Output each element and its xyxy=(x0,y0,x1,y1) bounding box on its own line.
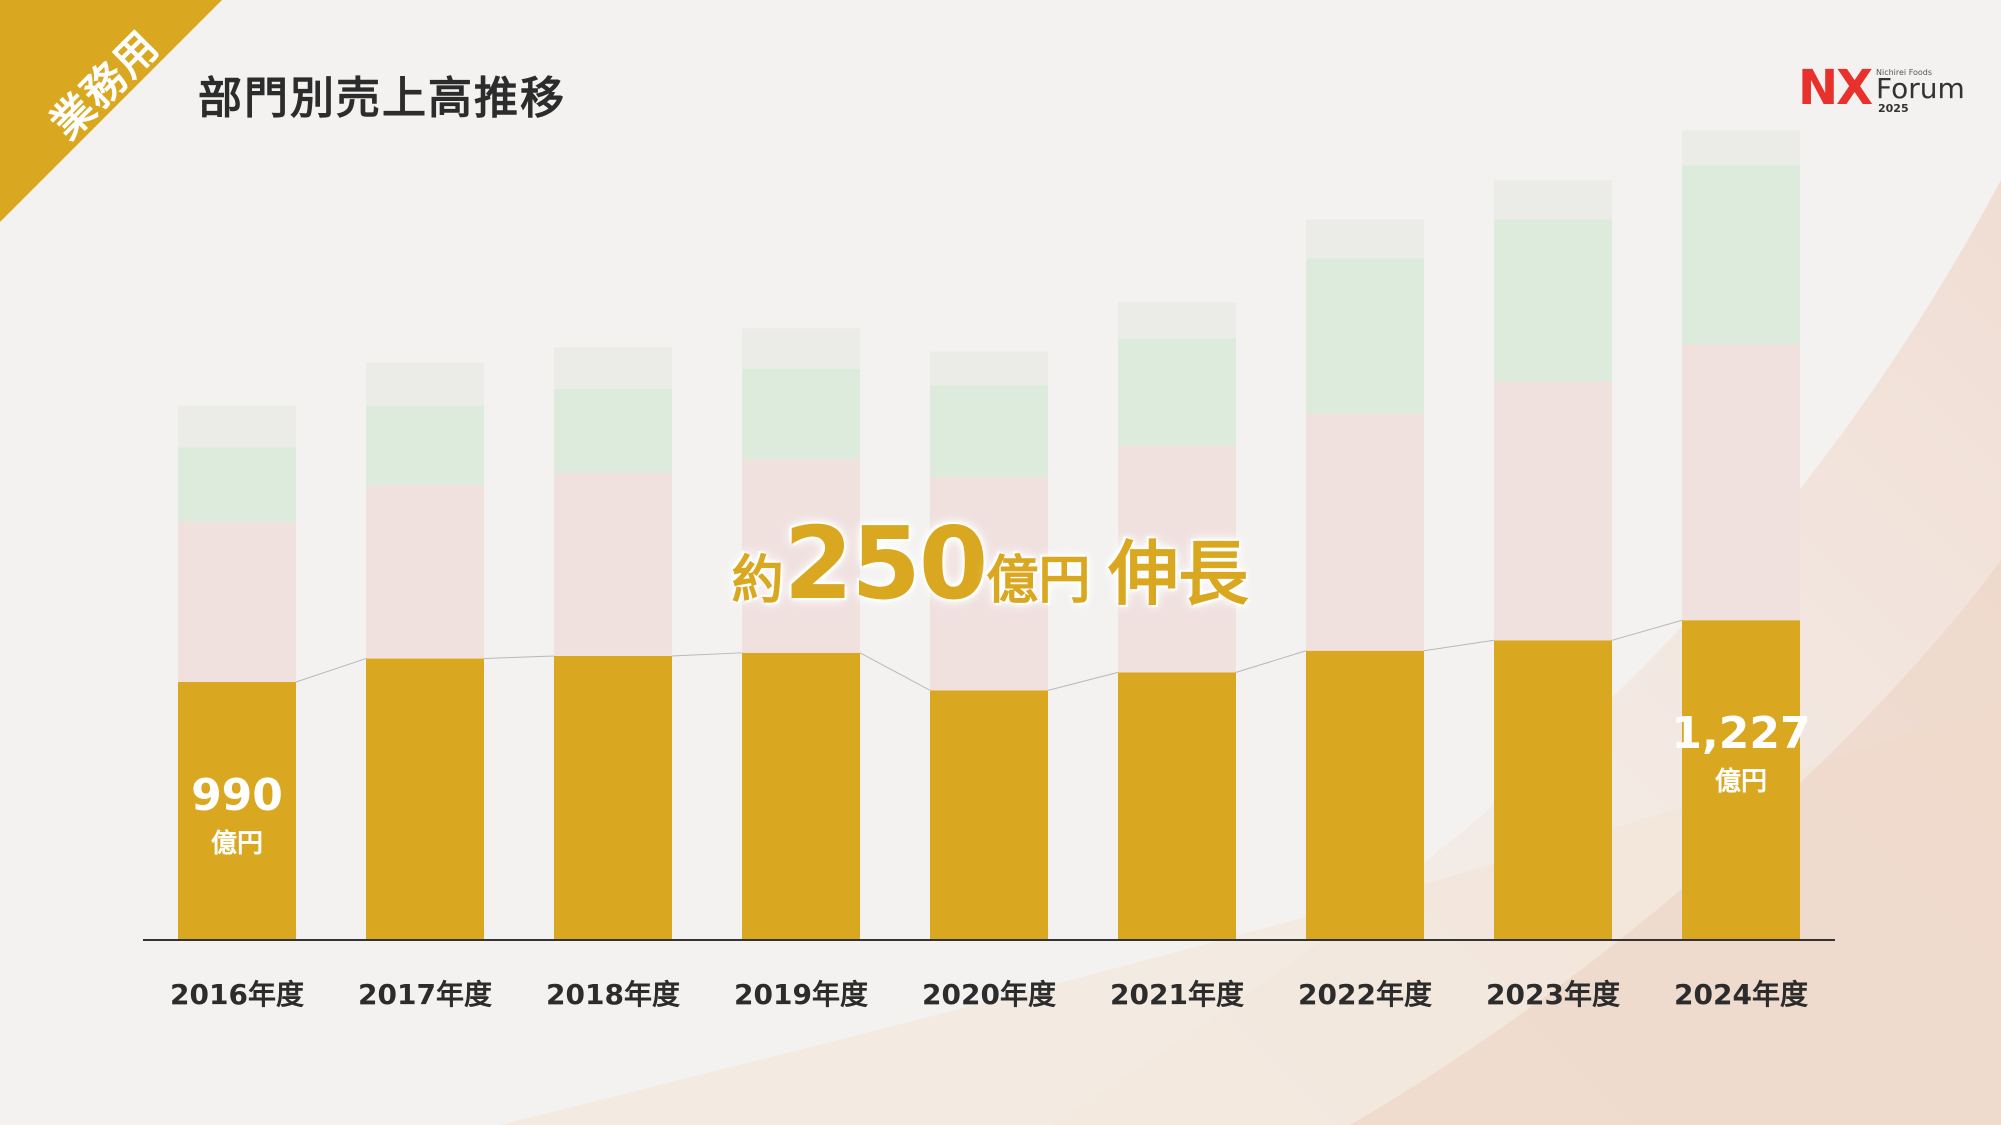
connector-line xyxy=(1047,671,1119,691)
x-tick-label: 2024年度 xyxy=(1674,978,1808,1011)
connector-line xyxy=(483,655,555,660)
data-label-value: 1,227 xyxy=(1671,708,1810,759)
bar-segment-4 xyxy=(930,351,1048,386)
logo-nx: NX xyxy=(1798,60,1873,116)
bar-segment-1 xyxy=(930,690,1048,940)
bar-segment-4 xyxy=(1118,302,1236,339)
bar-segment-1 xyxy=(178,682,296,940)
connector-line xyxy=(859,652,931,691)
bar-segment-2 xyxy=(1118,445,1236,673)
data-label-unit: 億円 xyxy=(1715,767,1767,797)
x-tick-label: 2016年度 xyxy=(170,978,304,1011)
bar-segment-2 xyxy=(366,485,484,659)
bar-segment-4 xyxy=(1494,180,1612,220)
bar-segment-3 xyxy=(1494,219,1612,381)
connector-line xyxy=(1611,619,1683,641)
bar-segment-4 xyxy=(554,347,672,389)
bar-segment-4 xyxy=(366,362,484,406)
connector-line xyxy=(295,658,367,683)
bar-segment-1 xyxy=(742,652,860,940)
nx-forum-logo: NX Nichirei Foods Forum 2025 xyxy=(1798,60,1965,120)
bar-segment-2 xyxy=(1682,343,1800,621)
logo-year: 2025 xyxy=(1878,102,1909,115)
x-tick-label: 2017年度 xyxy=(358,978,492,1011)
bar-segment-2 xyxy=(1494,381,1612,641)
bar-segment-2 xyxy=(1306,413,1424,651)
bar-segment-1 xyxy=(1494,640,1612,940)
growth-suffix: 伸長 xyxy=(1108,533,1249,615)
bar-segment-4 xyxy=(178,405,296,448)
bar-segment-2 xyxy=(742,458,860,653)
bar-segment-3 xyxy=(1306,258,1424,414)
bar-segment-3 xyxy=(178,447,296,522)
x-tick-label: 2018年度 xyxy=(546,978,680,1011)
bar-segment-3 xyxy=(554,388,672,474)
page-title: 部門別売上高推移 xyxy=(198,73,566,124)
growth-number: 250 xyxy=(783,505,989,622)
bar-segment-1 xyxy=(1306,650,1424,940)
logo-nichirei-foods: Nichirei Foods xyxy=(1876,68,1933,77)
growth-unit: 億円 xyxy=(986,551,1091,611)
bar-segment-3 xyxy=(742,368,860,459)
bar-segment-3 xyxy=(930,385,1048,477)
x-tick-label: 2020年度 xyxy=(922,978,1056,1011)
connector-line xyxy=(671,652,743,657)
x-tick-label: 2019年度 xyxy=(734,978,868,1011)
connector-line xyxy=(1423,639,1495,652)
x-tick-label: 2023年度 xyxy=(1486,978,1620,1011)
data-label-unit: 億円 xyxy=(211,829,263,859)
bar-segment-3 xyxy=(1682,165,1800,344)
logo-forum: Forum xyxy=(1876,72,1965,105)
growth-callout: 約250億円 伸長 xyxy=(720,505,1260,622)
bar-segment-2 xyxy=(930,476,1048,691)
corner-badge-shape xyxy=(0,0,222,222)
bar-segment-2 xyxy=(178,521,296,682)
bar-segment-1 xyxy=(554,655,672,940)
growth-prefix: 約 xyxy=(731,551,784,611)
bar-segment-4 xyxy=(1306,219,1424,259)
bar-segment-2 xyxy=(554,473,672,656)
bar-segment-4 xyxy=(742,328,860,369)
data-label-value: 990 xyxy=(191,770,283,821)
bar-segment-3 xyxy=(366,405,484,486)
x-tick-label: 2022年度 xyxy=(1298,978,1432,1011)
bar-segment-4 xyxy=(1682,130,1800,166)
bar-segment-1 xyxy=(1682,620,1800,940)
connector-line xyxy=(1235,650,1307,673)
bar-segment-1 xyxy=(1118,672,1236,940)
bar-segment-3 xyxy=(1118,338,1236,446)
x-tick-label: 2021年度 xyxy=(1110,978,1244,1011)
bar-segment-1 xyxy=(366,658,484,940)
